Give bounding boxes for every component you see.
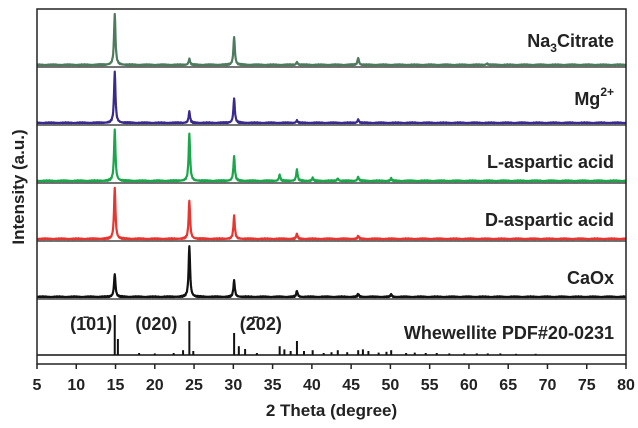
series-label: CaOx <box>567 268 614 288</box>
series-label: L-aspartic acid <box>487 152 614 172</box>
x-tick-label: 55 <box>421 377 439 394</box>
x-tick-label: 80 <box>617 377 635 394</box>
miller-index-annotation: (2̄02) <box>240 314 282 334</box>
x-tick-label: 25 <box>185 377 203 394</box>
plot-frame <box>36 8 627 365</box>
x-tick-label: 60 <box>460 377 478 394</box>
y-axis-label: Intensity (a.u.) <box>9 129 28 244</box>
x-tick-label: 75 <box>578 377 596 394</box>
x-tick-label: 45 <box>342 377 360 394</box>
reference-label: Whewellite PDF#20-0231 <box>404 323 614 343</box>
x-tick-label: 30 <box>224 377 242 394</box>
miller-index-annotation: (1̄01) <box>70 314 112 334</box>
series-line-l-aspartic-acid <box>36 128 627 183</box>
x-tick-label: 40 <box>303 377 321 394</box>
x-axis-label: 2 Theta (degree) <box>266 401 397 420</box>
x-tick-label: 20 <box>146 377 164 394</box>
series-label: D-aspartic acid <box>485 210 614 230</box>
x-tick-label: 10 <box>67 377 85 394</box>
series-line-mg2- <box>36 70 627 125</box>
series-line-caox <box>36 245 627 299</box>
x-tick-label: 5 <box>33 377 42 394</box>
series-line-d-aspartic-acid <box>36 186 627 241</box>
series-label: Mg2+ <box>574 85 614 109</box>
miller-index-annotation: (020) <box>135 314 177 334</box>
series-line-na3citrate <box>36 12 627 67</box>
x-tick-label: 65 <box>499 377 517 394</box>
x-tick-label: 15 <box>107 377 125 394</box>
x-tick-label: 35 <box>264 377 282 394</box>
x-tick-label: 50 <box>382 377 400 394</box>
series-label: Na3Citrate <box>527 31 614 55</box>
x-tick-label: 70 <box>539 377 557 394</box>
